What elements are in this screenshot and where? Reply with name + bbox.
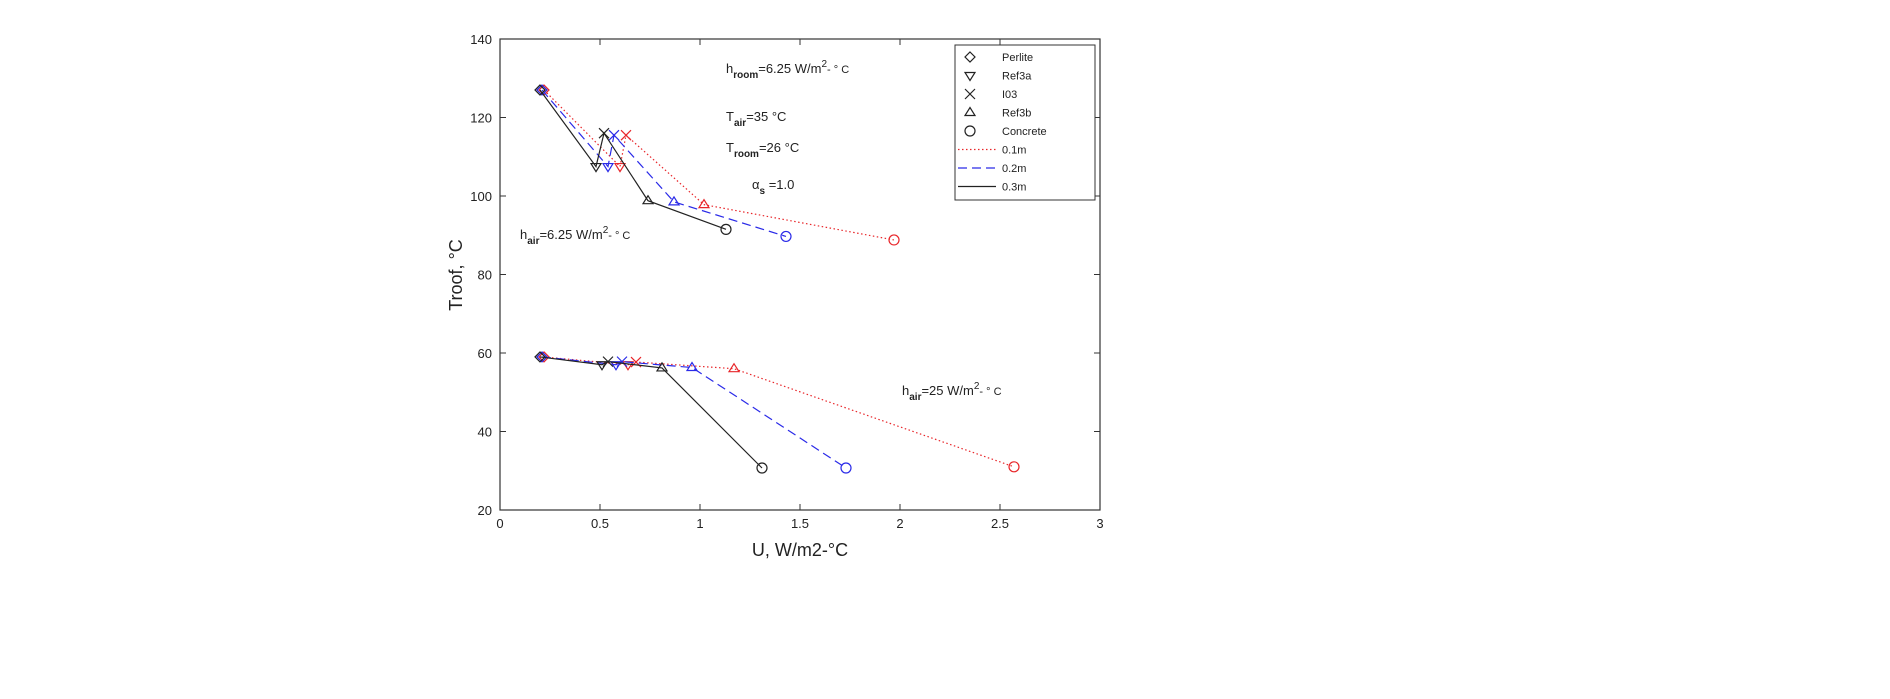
data-point-concrete (756, 462, 768, 474)
annotation-sub: air (734, 118, 746, 129)
x-tick-label: 1.5 (791, 516, 809, 531)
y-tick-label: 20 (478, 503, 492, 518)
data-point-ref3a (613, 162, 627, 173)
annotation-sub: s (760, 186, 766, 197)
data-point-i03 (598, 127, 610, 139)
annotation-main: T (726, 109, 734, 124)
data-point-ref3b (655, 361, 669, 372)
annotation-h_air_low: hair=6.25 W/m2- ° C (520, 225, 630, 247)
annotation-rest: =6.25 W/m (758, 61, 821, 76)
legend-box (954, 44, 1096, 201)
annotation-main: h (726, 61, 733, 76)
legend-label: 0.1m (1002, 145, 1026, 157)
data-point-i03 (616, 356, 628, 368)
data-point-concrete (720, 223, 732, 235)
data-point-concrete (780, 230, 792, 243)
legend-label: Ref3a (1002, 71, 1032, 83)
x-tick-label: 3 (1096, 516, 1103, 531)
legend: Perlite Ref3a I03 Ref3b Concrete 0.1m 0.2m 0.3m (954, 44, 1096, 201)
annotation-alpha_s: αs =1.0 (752, 177, 794, 197)
data-point-ref3b (727, 362, 741, 373)
legend-label: Concrete (1002, 126, 1047, 138)
x-tick-label: 2 (896, 516, 903, 531)
annotation-sub: room (733, 70, 758, 81)
series-line-1-0.3m (539, 356, 763, 469)
legend-marker-concrete (964, 125, 976, 137)
y-tick-label: 60 (478, 346, 492, 361)
annotation-tail: - ° C (827, 64, 849, 76)
series-line-0-0.3m (539, 89, 727, 230)
y-tick-label: 120 (470, 111, 492, 126)
annotation-rest: =6.25 W/m (539, 227, 602, 242)
y-axis-label: Troof, °C (446, 239, 466, 311)
legend-label: 0.3m (1002, 182, 1026, 194)
legend-marker-perlite (964, 51, 976, 63)
data-point-ref3a (589, 162, 603, 173)
series-line-0-0.1m (543, 89, 895, 241)
data-point-i03 (620, 129, 632, 141)
annotation-rest: =35 °C (746, 109, 786, 124)
data-point-perlite (536, 84, 548, 96)
data-point-concrete (840, 462, 852, 474)
annotation-sub: air (909, 392, 921, 403)
y-tick-label: 100 (470, 189, 492, 204)
x-tick-label: 0.5 (591, 516, 609, 531)
y-tick-label: 80 (478, 268, 492, 283)
x-tick-label: 2.5 (991, 516, 1009, 531)
x-tick-label: 0 (496, 516, 503, 531)
legend-marker-ref3a (963, 71, 977, 82)
annotation-sup: 2 (821, 59, 827, 70)
axes: 0 0.5 1 1.5 2 2.5 3 20 40 60 80 100 120 140 U, W/m2-°C… (446, 32, 1104, 560)
annotation-h_room: hroom=6.25 W/m2- ° C (726, 59, 849, 81)
data-point-perlite (534, 351, 546, 363)
y-tick-label: 140 (470, 32, 492, 47)
series-layer (534, 84, 1020, 474)
annotation-main: h (902, 383, 909, 398)
annotation-tail: - ° C (979, 386, 1001, 398)
legend-marker-i03 (964, 88, 976, 100)
annotation-rest: =25 W/m (921, 383, 973, 398)
annotation-main: T (726, 140, 734, 155)
annotation-rest: =26 °C (759, 140, 799, 155)
annotation-sub: room (734, 149, 759, 160)
annotation-T_room: Troom=26 °C (726, 140, 799, 160)
data-point-ref3b (667, 195, 681, 206)
data-point-perlite (536, 351, 548, 363)
data-point-i03 (602, 356, 614, 368)
annotation-sub: air (527, 236, 539, 247)
series-line-1-0.2m (541, 356, 847, 469)
x-axis-label: U, W/m2-°C (752, 540, 848, 560)
data-point-concrete (888, 234, 900, 246)
legend-label: I03 (1002, 89, 1017, 101)
legend-label: Perlite (1002, 52, 1033, 64)
annotation-sup: 2 (974, 381, 980, 392)
legend-label: 0.2m (1002, 163, 1026, 175)
annotation-main: α (752, 177, 760, 192)
data-point-perlite (534, 84, 546, 96)
data-point-ref3b (641, 194, 655, 205)
data-point-perlite (538, 351, 550, 363)
data-point-ref3b (697, 198, 711, 209)
legend-marker-ref3b (963, 106, 977, 117)
data-point-i03 (608, 129, 620, 141)
annotation-main: h (520, 227, 527, 242)
series-line-1-0.1m (543, 356, 1015, 468)
data-point-ref3a (601, 162, 615, 173)
data-point-ref3b (685, 361, 699, 372)
annotation-sup: 2 (603, 225, 609, 236)
annotation-T_air: Tair=35 °C (726, 109, 786, 129)
annotation-h_air_high: hair=25 W/m2- ° C (902, 381, 1002, 403)
legend-label: Ref3b (1002, 108, 1031, 120)
annotation-rest: =1.0 (765, 177, 794, 192)
x-tick-label: 1 (696, 516, 703, 531)
data-point-concrete (1008, 461, 1020, 473)
annotation-tail: - ° C (608, 230, 630, 242)
y-tick-label: 40 (478, 425, 492, 440)
